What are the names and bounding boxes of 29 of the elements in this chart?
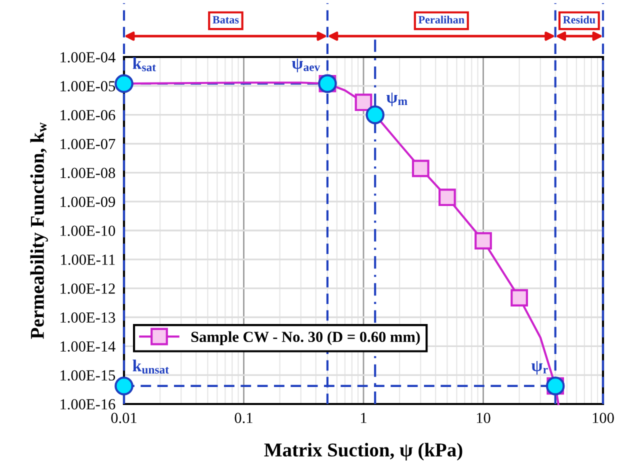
y-tick-label: 1.00E-13	[60, 312, 116, 323]
x-tick-label: 10	[476, 412, 490, 424]
y-tick-label: 1.00E-06	[60, 110, 116, 120]
annotation: k$_{sat}$	[132, 57, 156, 72]
text: Residu	[563, 16, 596, 24]
y-tick-label: 1.00E-09	[60, 196, 116, 208]
x-tick-label: 0.01	[111, 412, 136, 424]
y-tick-label: 1.00E-10	[60, 226, 116, 236]
x-axis-title: Matrix Suction, ψ (kPa)	[264, 442, 462, 460]
y-tick-label: 1.00E-15	[60, 370, 116, 381]
x-tick-label: 0.1	[234, 412, 252, 424]
annotation: ψ$_{m}$	[386, 92, 408, 106]
legend-label: Sample CW - No. 30 (D = 0.60 mm)	[191, 331, 420, 346]
annotation: ψ$_{aev}$	[292, 58, 320, 72]
x-tick-label: 1	[361, 412, 366, 423]
y-tick-label: 1.00E-05	[60, 81, 116, 92]
annotation: k$_{unsat}$	[132, 360, 169, 374]
y-tick-label: 1.00E-08	[60, 168, 116, 178]
y-tick-label: 1.00E-07	[60, 138, 116, 150]
x-tick-label: 100	[592, 412, 614, 424]
y-tick-label: 1.00E-12	[60, 283, 115, 294]
y-tick-label: 1.00E-16	[60, 399, 116, 410]
text: Peralihan	[418, 16, 464, 24]
y-tick-label: 1.00E-04	[60, 52, 116, 63]
y-axis-title: Permeability Function, k$_{w}$	[30, 122, 48, 339]
y-tick-label: 1.00E-14	[60, 341, 116, 352]
y-tick-label: 1.00E-11	[61, 254, 115, 265]
text: Batas	[212, 16, 239, 24]
annotation: ψ$_{r}$	[531, 361, 548, 375]
